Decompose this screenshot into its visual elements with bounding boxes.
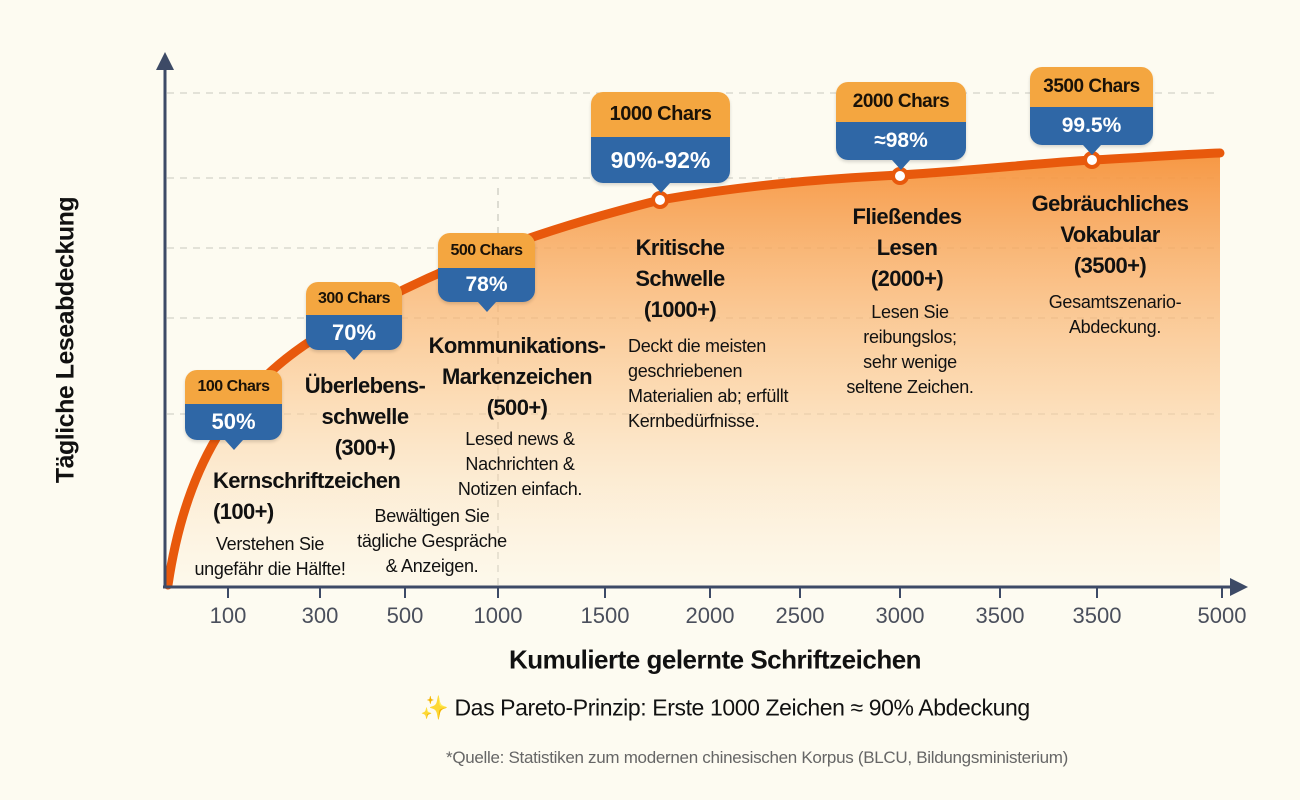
milestone-description: Gesamtszenario- Abdeckung. xyxy=(1049,290,1182,340)
coverage-badge: 3500 Chars 99.5% xyxy=(1030,67,1153,155)
milestone-title-line: Kommunikations- xyxy=(428,333,606,358)
milestone-description-line: Deckt die meisten xyxy=(628,336,766,356)
milestone-description-line: geschriebenen xyxy=(628,361,743,381)
x-tick-label: 2500 xyxy=(775,603,825,628)
sparkles-icon: ✨ xyxy=(420,694,449,721)
milestone-title: Überlebens-schwelle (300+) xyxy=(305,370,426,463)
milestone-description: Bewältigen Sie tägliche Gespräche & Anzeig… xyxy=(357,504,507,579)
y-axis-label: Tägliche Leseabdeckung xyxy=(51,196,80,484)
x-tick-label: 500 xyxy=(386,603,424,628)
x-tick-label: 100 xyxy=(209,603,247,628)
badge-coverage: 78% xyxy=(438,268,535,312)
milestone-title-line: Vokabular xyxy=(1060,222,1160,247)
coverage-badge: 100 Chars 50% xyxy=(185,370,282,450)
milestone-description-line: & Anzeigen. xyxy=(385,556,479,576)
data-point-marker xyxy=(891,167,909,185)
milestone-description-line: sehr wenige xyxy=(863,352,957,372)
milestone-title-line: Schwelle xyxy=(635,266,725,291)
milestone-description: Lesed news & Nachrichten & Notizen einfach… xyxy=(457,427,583,502)
badge-chars: 3500 Chars xyxy=(1030,67,1153,107)
x-tick-label: 3000 xyxy=(875,603,925,628)
milestone-description-line: Abdeckung. xyxy=(1068,317,1162,337)
milestone-title: Kritische Schwelle (1000+) xyxy=(635,232,725,325)
milestone-title: Kernschriftzeichen (100+) xyxy=(213,465,401,527)
milestone-title-line: Lesen xyxy=(876,235,938,260)
x-tick-label: 3500 xyxy=(1072,603,1122,628)
y-axis-arrow xyxy=(156,52,174,70)
coverage-badge: 1000 Chars 90%-92% xyxy=(591,92,730,193)
badge-coverage: 50% xyxy=(185,404,282,450)
badge-chars: 100 Chars xyxy=(185,370,282,404)
milestone-title-line: Fließendes xyxy=(852,204,963,229)
milestone-title: Gebräuchliches Vokabular (3500+) xyxy=(1032,188,1189,281)
x-tick-label: 3500 xyxy=(975,603,1025,628)
source-note: *Quelle: Statistiken zum modernen chines… xyxy=(446,748,1068,767)
milestone-description-line: ungefähr die Hälfte! xyxy=(194,559,346,579)
milestone-description-line: Kernbedürfnisse. xyxy=(628,411,760,431)
milestone-description: Verstehen Sie ungefähr die Hälfte! xyxy=(194,532,345,582)
milestone-title-line: Markenzeichen xyxy=(442,364,593,389)
pareto-note-text: Das Pareto-Prinzip: Erste 1000 Zeichen ≈… xyxy=(454,694,1030,721)
milestone-description: Deckt die meisten geschriebenen Materialie… xyxy=(628,334,788,434)
badge-chars: 500 Chars xyxy=(438,233,535,268)
milestone-description-line: reibungslos; xyxy=(863,327,957,347)
milestone-description-line: Verstehen Sie xyxy=(215,534,325,554)
milestone-title-line: (300+) xyxy=(334,435,396,460)
coverage-area xyxy=(168,153,1220,586)
milestone-title-line: Kernschriftzeichen xyxy=(213,468,401,493)
milestone-title-line: Gebräuchliches xyxy=(1031,191,1189,216)
coverage-badge: 500 Chars 78% xyxy=(438,233,535,312)
badge-chars: 2000 Chars xyxy=(836,82,966,122)
x-tick-label: 1000 xyxy=(473,603,523,628)
milestone-title-line: (500+) xyxy=(486,395,548,420)
milestone-title-line: Kritische xyxy=(635,235,725,260)
badge-coverage: ≈98% xyxy=(836,122,966,170)
x-axis-label: Kumulierte gelernte Schriftzeichen xyxy=(508,644,922,675)
badge-chars: 300 Chars xyxy=(306,282,402,315)
milestone-title-line: Überlebens- xyxy=(304,373,426,398)
milestone-title-line: (100+) xyxy=(213,499,274,524)
badge-coverage: 99.5% xyxy=(1030,107,1153,155)
milestone-description-line: Lesen Sie xyxy=(871,302,949,322)
coverage-badge: 300 Chars 70% xyxy=(306,282,402,360)
milestone-description-line: Bewältigen Sie xyxy=(374,506,490,526)
badge-coverage: 90%-92% xyxy=(591,137,730,193)
pareto-note: ✨ Das Pareto-Prinzip: Erste 1000 Zeichen… xyxy=(420,695,1030,722)
milestone-title: Kommunikations- Markenzeichen (500+) xyxy=(429,330,606,423)
data-point-marker xyxy=(1083,151,1101,169)
x-tick-label: 1500 xyxy=(580,603,630,628)
x-axis-arrow xyxy=(1230,578,1248,596)
milestone-description: Lesen Sie reibungslos; sehr wenige seltene … xyxy=(846,300,974,400)
milestone-description-line: Nachrichten & xyxy=(465,454,575,474)
coverage-badge: 2000 Chars ≈98% xyxy=(836,82,966,170)
milestone-title-line: schwelle xyxy=(321,404,410,429)
badge-chars: 1000 Chars xyxy=(591,92,730,137)
x-tick-label: 2000 xyxy=(685,603,735,628)
badge-coverage: 70% xyxy=(306,315,402,360)
milestone-description-line: Notizen einfach. xyxy=(457,479,583,499)
milestone-title-line: (1000+) xyxy=(643,297,717,322)
data-point-marker xyxy=(651,191,669,209)
milestone-title-line: (3500+) xyxy=(1073,253,1147,278)
x-tick-label: 300 xyxy=(301,603,339,628)
x-tick-label: 5000 xyxy=(1197,603,1247,628)
milestone-description-line: seltene Zeichen. xyxy=(846,377,974,397)
milestone-description-line: tägliche Gespräche xyxy=(357,531,507,551)
milestone-title-line: (2000+) xyxy=(870,266,944,291)
milestone-title: Fließendes Lesen (2000+) xyxy=(852,201,963,294)
milestone-description-line: Gesamtszenario- xyxy=(1048,292,1182,312)
milestone-description-line: Lesed news & xyxy=(465,429,575,449)
milestone-description-line: Materialien ab; erfüllt xyxy=(628,386,789,406)
